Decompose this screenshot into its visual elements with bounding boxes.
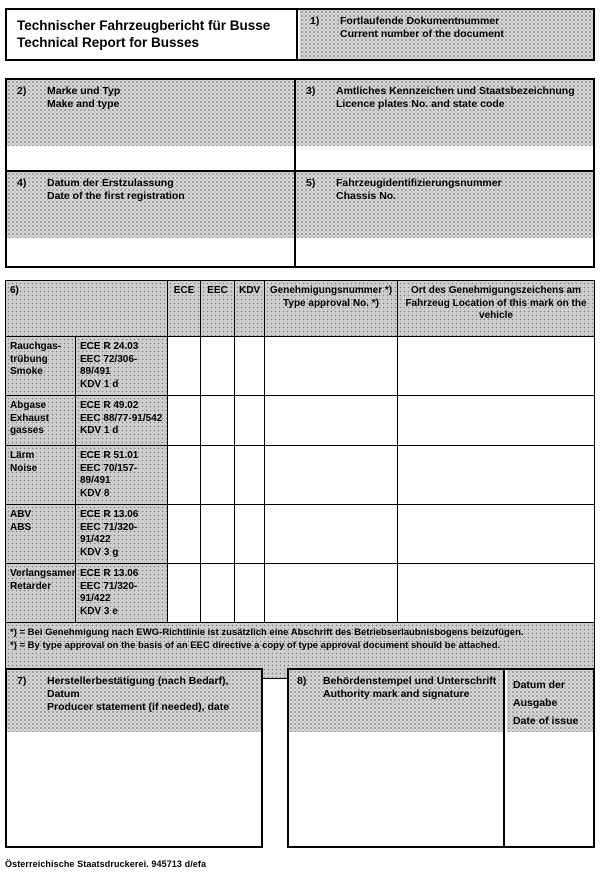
row-regulations: ECE R 13.06 EEC 71/320-91/422 KDV 3 e (75, 563, 168, 623)
cell-eec (200, 504, 235, 564)
field-8-label: Behördenstempel und Unterschrift Authori… (323, 675, 497, 700)
row-regulations: ECE R 49.02 EEC 88/77-91/542 KDV 1 d (75, 395, 168, 446)
table-number-cell: 6) (5, 280, 168, 337)
cell-mark-location (397, 336, 595, 396)
row-regulations: ECE R 51.01 EEC 70/157-89/491 KDV 8 (75, 445, 168, 505)
field-1-number: 1) (310, 15, 320, 27)
row-label: Verlangsamer Retarder (5, 563, 76, 623)
vehicle-info-box: 2) Marke und Typ Make and type 3) Amtlic… (5, 78, 595, 268)
cell-mark-location (397, 395, 595, 446)
header-box: Technischer Fahrzeugbericht für Busse Te… (5, 8, 595, 61)
col-header-eec: EEC (200, 280, 235, 337)
field-5-label-cell: 5) Fahrzeugidentifizierungsnummer Chassi… (296, 172, 593, 238)
field-8-cell: 8) Behördenstempel und Unterschrift Auth… (289, 670, 505, 846)
table-row-noise: Lärm Noise ECE R 51.01 EEC 70/157-89/491… (5, 445, 595, 505)
field-4-label: Datum der Erstzulassung Date of the firs… (47, 177, 185, 202)
field-2-input-area (7, 146, 296, 172)
col-header-mark-location: Ort des Genehmigungszeichens am Fahrzeug… (397, 280, 595, 337)
field-2-label-cell: 2) Marke und Typ Make and type (7, 80, 296, 146)
field-1-label: Fortlaufende Dokumentnummer Current numb… (340, 15, 504, 40)
cell-approval-no (264, 445, 398, 505)
field-4-input-area (7, 238, 296, 266)
producer-statement-box: 7) Herstellerbestätigung (nach Bedarf), … (5, 668, 263, 848)
field-8-number: 8) (297, 675, 307, 687)
field-3-label: Amtliches Kennzeichen und Staatsbezeichn… (336, 85, 575, 110)
row-label: ABV ABS (5, 504, 76, 564)
row-regulations: ECE R 13.06 EEC 71/320-91/422 KDV 3 g (75, 504, 168, 564)
field-7-label: Herstellerbestätigung (nach Bedarf), Dat… (47, 675, 230, 713)
row-label: Rauchgas- trübung Smoke (5, 336, 76, 396)
field-3-input-area (296, 146, 593, 172)
form-title-cell: Technischer Fahrzeugbericht für Busse Te… (7, 10, 298, 59)
row-label: Abgase Exhaust gasses (5, 395, 76, 446)
date-of-issue-label-cell: Datum der Ausgabe Date of issue (507, 670, 593, 732)
field-1-cell: 1) Fortlaufende Dokumentnummer Current n… (300, 10, 593, 59)
cell-eec (200, 395, 235, 446)
cell-eec (200, 563, 235, 623)
field-4-number: 4) (17, 177, 27, 189)
cell-approval-no (264, 504, 398, 564)
field-5-label: Fahrzeugidentifizierungsnummer Chassis N… (336, 177, 502, 202)
cell-eec (200, 445, 235, 505)
table-row-exhaust: Abgase Exhaust gasses ECE R 49.02 EEC 88… (5, 395, 595, 446)
col-header-kdv: KDV (234, 280, 265, 337)
cell-ece (167, 395, 201, 446)
printer-imprint: Österreichische Staatsdruckerei. 945713 … (5, 859, 207, 869)
field-2-number: 2) (17, 85, 27, 97)
date-of-issue-cell: Datum der Ausgabe Date of issue (507, 670, 593, 846)
cell-ece (167, 504, 201, 564)
col-header-ece: ECE (167, 280, 201, 337)
field-2-label: Marke und Typ Make and type (47, 85, 121, 110)
cell-kdv (234, 563, 265, 623)
cell-kdv (234, 336, 265, 396)
cell-mark-location (397, 504, 595, 564)
field-5-input-area (296, 238, 593, 266)
cell-mark-location (397, 563, 595, 623)
field-7-label-cell: 7) Herstellerbestätigung (nach Bedarf), … (7, 670, 261, 732)
cell-eec (200, 336, 235, 396)
field-4-label-cell: 4) Datum der Erstzulassung Date of the f… (7, 172, 296, 238)
table-row-smoke: Rauchgas- trübung Smoke ECE R 24.03 EEC … (5, 336, 595, 396)
table-row-abs: ABV ABS ECE R 13.06 EEC 71/320-91/422 KD… (5, 504, 595, 564)
form-title: Technischer Fahrzeugbericht für Busse Te… (17, 18, 271, 50)
approvals-table: 6) ECE EEC KDV Genehmigungsnummer *) Typ… (5, 280, 595, 679)
cell-approval-no (264, 395, 398, 446)
cell-approval-no (264, 563, 398, 623)
field-5-number: 5) (306, 177, 316, 189)
cell-ece (167, 336, 201, 396)
field-8-label-cell: 8) Behördenstempel und Unterschrift Auth… (289, 670, 503, 732)
cell-kdv (234, 504, 265, 564)
cell-ece (167, 563, 201, 623)
row-label: Lärm Noise (5, 445, 76, 505)
col-header-approval-no: Genehmigungsnummer *) Type approval No. … (264, 280, 398, 337)
authority-box: 8) Behördenstempel und Unterschrift Auth… (287, 668, 595, 848)
field-7-number: 7) (17, 675, 27, 687)
row-regulations: ECE R 24.03 EEC 72/306-89/491 KDV 1 d (75, 336, 168, 396)
cell-mark-location (397, 445, 595, 505)
cell-kdv (234, 445, 265, 505)
field-3-number: 3) (306, 85, 316, 97)
cell-kdv (234, 395, 265, 446)
date-of-issue-label: Datum der Ausgabe Date of issue (513, 679, 579, 727)
table-row-retarder: Verlangsamer Retarder ECE R 13.06 EEC 71… (5, 563, 595, 623)
cell-approval-no (264, 336, 398, 396)
cell-ece (167, 445, 201, 505)
field-3-label-cell: 3) Amtliches Kennzeichen und Staatsbezei… (296, 80, 593, 146)
